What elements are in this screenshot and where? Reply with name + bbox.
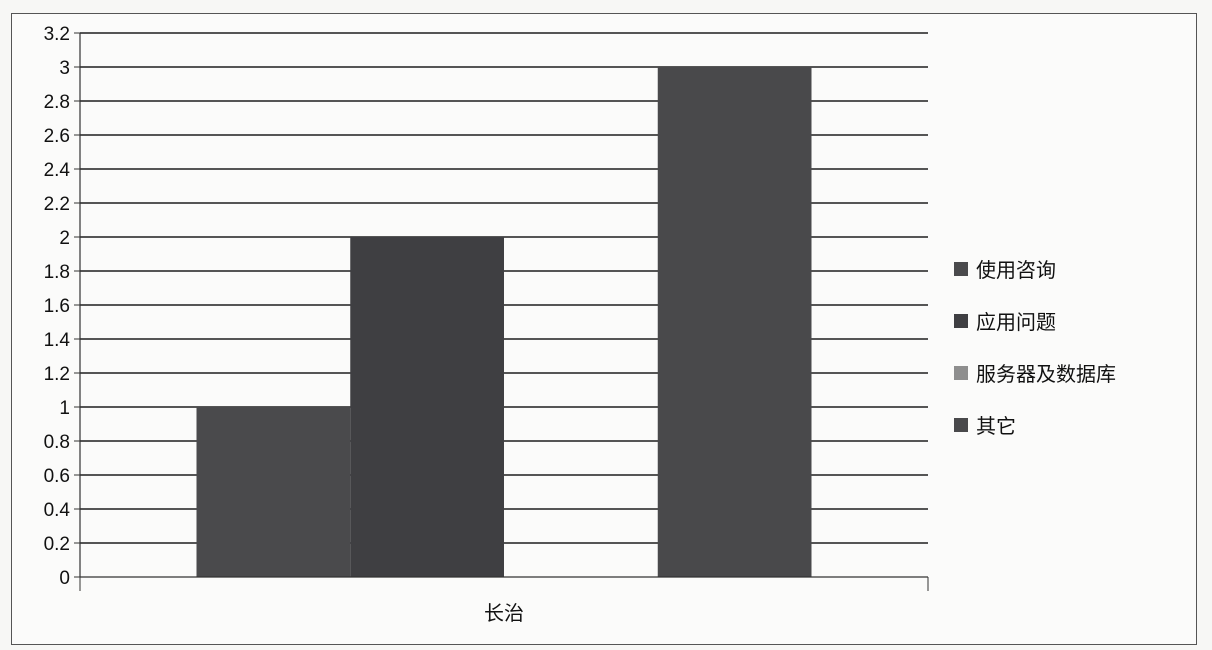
legend-swatch-1 — [954, 262, 968, 276]
bars — [196, 67, 812, 577]
bar-4 — [657, 67, 812, 577]
y-tick-label: 2.2 — [44, 194, 70, 215]
legend-swatch-3 — [954, 366, 968, 380]
x-category-label: 长治 — [484, 601, 524, 625]
y-tick-label: 0.4 — [44, 500, 71, 521]
legend-swatch-4 — [954, 418, 968, 432]
y-tick-label: 0.6 — [44, 466, 70, 487]
y-tick-label: 3 — [59, 58, 70, 79]
y-tick-label: 2.6 — [44, 126, 70, 147]
y-tick-label: 1.8 — [44, 262, 70, 283]
y-tick-label: 1.4 — [44, 330, 71, 351]
y-tick-label: 3.2 — [44, 24, 70, 45]
legend-swatch-2 — [954, 314, 968, 328]
bar-2 — [350, 237, 504, 577]
y-tick-label: 1.2 — [44, 364, 70, 385]
legend-label-4: 其它 — [976, 414, 1016, 438]
axes — [74, 32, 929, 591]
y-tick-label: 0.2 — [44, 534, 70, 555]
x-category-labels: 长治 — [484, 601, 524, 625]
y-tick-label: 1.6 — [44, 296, 70, 317]
bar-1 — [196, 407, 351, 577]
y-tick-labels: 0 0.2 0.4 0.6 0.8 1 1.2 1.4 1.6 1.8 2 2.2 2.4 2.6 2.8 3… — [44, 24, 71, 589]
y-tick-label: 2 — [59, 228, 70, 249]
y-tick-label: 2.4 — [44, 160, 71, 181]
y-tick-label: 2.8 — [44, 92, 70, 113]
legend-label-2: 应用问题 — [976, 310, 1056, 334]
legend-label-1: 使用咨询 — [976, 258, 1056, 282]
y-tick-label: 0 — [59, 568, 70, 589]
legend-label-3: 服务器及数据库 — [976, 362, 1116, 386]
y-tick-label: 0.8 — [44, 432, 70, 453]
y-tick-label: 1 — [59, 398, 70, 419]
